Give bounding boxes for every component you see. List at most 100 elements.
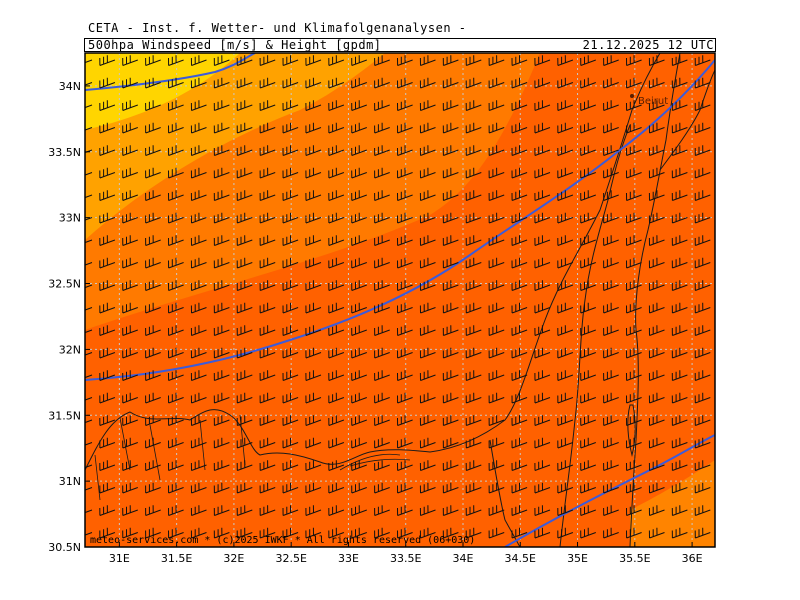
wind-barb — [305, 212, 322, 224]
lon-tick-label: 33.5E — [390, 552, 421, 565]
wind-barb — [122, 122, 138, 134]
wind-barb — [328, 212, 345, 224]
wind-barb — [351, 77, 367, 89]
wind-barb — [557, 77, 574, 89]
wind-barb — [168, 460, 184, 471]
wind-barb — [626, 370, 642, 381]
wind-barb — [282, 302, 299, 314]
wind-barb — [328, 257, 345, 269]
wind-barb — [465, 212, 482, 224]
wind-barb — [442, 235, 459, 246]
wind-barb — [488, 482, 505, 494]
wind-barb — [442, 167, 459, 179]
height-contour — [504, 434, 715, 547]
wind-barb — [580, 280, 596, 291]
wind-barb — [236, 55, 253, 66]
wind-barb — [190, 55, 207, 66]
wind-barb — [99, 460, 116, 471]
wind-barb — [694, 100, 711, 111]
wind-barb — [305, 122, 322, 134]
wind-barb — [557, 280, 574, 291]
wind-barb — [351, 482, 367, 494]
wind-barb — [557, 212, 574, 224]
wind-barb — [328, 55, 345, 66]
wind-barb — [190, 100, 207, 111]
wind-barb — [419, 122, 436, 134]
wind-barb — [671, 190, 688, 201]
wind-barb — [190, 505, 207, 516]
wind-barb — [282, 392, 299, 404]
product-title: 500hpa Windspeed [m/s] & Height [gpdm] — [88, 38, 382, 52]
wind-barb — [465, 235, 482, 246]
wind-barb — [626, 145, 642, 156]
wind-barb — [648, 257, 665, 269]
wind-barb — [122, 460, 138, 471]
wind-barb — [99, 437, 116, 449]
wind-barb — [259, 437, 276, 449]
wind-barb — [671, 257, 688, 269]
wind-barb — [648, 280, 665, 291]
wind-barb — [213, 460, 230, 471]
wind-barb — [648, 235, 665, 246]
wind-barb — [213, 190, 230, 201]
wind-barb — [511, 167, 528, 179]
wind-barb — [122, 280, 138, 291]
wind-barb — [374, 257, 390, 269]
wind-barb — [99, 122, 116, 134]
wind-barb — [328, 167, 345, 179]
wind-barb — [648, 122, 665, 134]
wind-barb — [282, 347, 299, 359]
wind-barb — [351, 505, 367, 516]
wind-barb — [580, 392, 596, 404]
wind-barb — [374, 325, 390, 336]
wind-barb — [694, 460, 711, 471]
wind-barb — [534, 55, 551, 66]
wind-barb — [671, 437, 688, 449]
wind-barb — [397, 55, 413, 66]
city-label-beirut: Beirut — [638, 96, 668, 107]
wind-barb — [397, 482, 413, 494]
wind-barb — [397, 190, 413, 201]
wind-barb — [603, 527, 619, 539]
wind-barb — [648, 77, 665, 89]
wind-barb — [374, 212, 390, 224]
wind-barb — [488, 460, 505, 471]
wind-barb — [282, 212, 299, 224]
wind-barb — [374, 370, 390, 381]
wind-barb — [626, 190, 642, 201]
height-contour — [85, 59, 715, 381]
wind-barb — [259, 77, 276, 89]
wind-barb — [671, 122, 688, 134]
wind-barb — [694, 415, 711, 426]
wind-barb — [442, 437, 459, 449]
wind-barb — [213, 415, 230, 426]
wind-barb — [626, 415, 642, 426]
wind-barb — [305, 257, 322, 269]
wind-barb — [374, 302, 390, 314]
wind-barb — [511, 77, 528, 89]
wind-barb — [648, 347, 665, 359]
wind-barb — [190, 190, 207, 201]
wind-barb — [213, 55, 230, 66]
wind-barb — [511, 302, 528, 314]
wind-barb — [557, 437, 574, 449]
lon-tick-label: 32E — [223, 552, 244, 565]
wind-barb — [351, 190, 367, 201]
wind-barb — [259, 55, 276, 66]
wind-barb — [213, 122, 230, 134]
wind-barb — [442, 145, 459, 156]
wind-barb — [305, 167, 322, 179]
wind-barb — [557, 505, 574, 516]
wind-barb — [122, 55, 138, 66]
wind-barb — [397, 505, 413, 516]
wind-barb — [580, 437, 596, 449]
wind-barb — [442, 302, 459, 314]
wind-barb — [122, 482, 138, 494]
wind-barb — [442, 100, 459, 111]
wind-barb — [511, 212, 528, 224]
wind-barb — [397, 325, 413, 336]
wind-barb — [603, 55, 619, 66]
wind-barb — [236, 347, 253, 359]
wind-barb — [580, 527, 596, 539]
wind-barb — [534, 257, 551, 269]
